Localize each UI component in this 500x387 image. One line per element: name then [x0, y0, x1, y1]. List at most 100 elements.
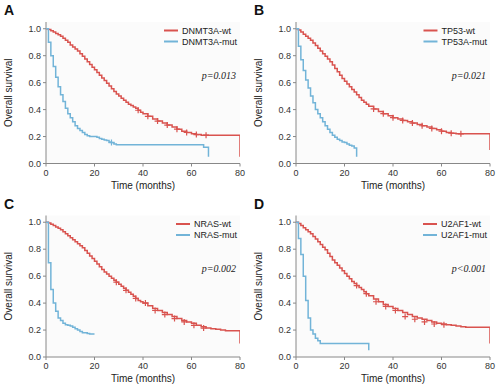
x-tick [191, 357, 192, 360]
x-tick-label: 40 [138, 361, 148, 371]
x-tick-label: 20 [339, 361, 349, 371]
legend-label: TP53A-mut [441, 37, 487, 47]
x-axis-label: Time (months) [361, 180, 425, 191]
y-tick [43, 82, 46, 83]
y-tick-label: 0.8 [278, 51, 291, 61]
survival-curve [46, 29, 208, 157]
survival-curve [296, 29, 357, 157]
y-tick [43, 109, 46, 110]
y-tick-label: 0.6 [28, 78, 41, 88]
y-tick [293, 28, 296, 29]
y-tick-label: 1.0 [28, 217, 41, 227]
x-tick-label: 0 [293, 361, 298, 371]
censor-mark [172, 316, 178, 322]
y-tick-label: 0.8 [28, 51, 41, 61]
y-tick-label: 0.0 [278, 159, 291, 169]
x-tick-label: 60 [436, 361, 446, 371]
y-axis-label: Overall survival [3, 252, 14, 320]
legend-swatch [164, 41, 178, 43]
censor-mark [164, 122, 170, 128]
survival-curve [46, 222, 95, 334]
y-tick-label: 0.4 [278, 298, 291, 308]
y-tick-label: 0.8 [28, 244, 41, 254]
y-tick [293, 303, 296, 304]
x-tick-label: 0 [43, 361, 48, 371]
y-axis-line [296, 22, 297, 164]
x-tick-label: 80 [485, 168, 495, 178]
x-tick [240, 164, 241, 167]
chart-root: 0 20 40 60 80 0.0 0.2 0.4 0.6 0.8 1.0 Time (months)… [0, 0, 500, 387]
plot-area [296, 22, 490, 164]
y-tick-label: 0.2 [28, 132, 41, 142]
legend-swatch [176, 234, 190, 236]
censor-mark [400, 117, 406, 123]
legend-label: DNMT3A-mut [182, 37, 238, 47]
y-tick-label: 0.4 [28, 105, 41, 115]
panel-label: A [4, 2, 14, 18]
x-tick [143, 164, 144, 167]
censor-mark [383, 303, 389, 309]
x-tick-label: 20 [89, 361, 99, 371]
y-tick [293, 276, 296, 277]
censor-mark [419, 123, 425, 129]
censor-mark [152, 308, 158, 314]
legend: DNMT3A-wtDNMT3A-mut [164, 26, 238, 47]
data-group [296, 29, 490, 157]
censor-mark [135, 107, 141, 113]
x-tick [490, 164, 491, 167]
censor-mark [392, 308, 398, 314]
y-tick-label: 0.6 [278, 78, 291, 88]
y-axis-line [296, 216, 297, 358]
censor-mark [174, 126, 180, 132]
x-tick-label: 80 [485, 361, 495, 371]
y-tick-label: 0.0 [278, 352, 291, 362]
censor-mark [123, 287, 129, 293]
survival-curve [46, 29, 240, 157]
survival-curve [46, 222, 240, 343]
x-tick [344, 357, 345, 360]
censor-mark [155, 118, 161, 124]
censor-mark [363, 291, 369, 297]
y-tick-label: 1.0 [28, 24, 41, 34]
censor-mark [429, 125, 435, 131]
y-tick [293, 136, 296, 137]
y-axis-line [46, 22, 47, 164]
x-tick [191, 164, 192, 167]
x-tick-label: 40 [138, 168, 148, 178]
legend-swatch [423, 234, 437, 236]
y-tick-label: 0.0 [28, 352, 41, 362]
x-tick-label: 0 [43, 168, 48, 178]
legend-label: U2AF1-wt [441, 219, 482, 229]
y-tick [293, 82, 296, 83]
censor-mark [371, 106, 377, 112]
legend-swatch [423, 41, 437, 43]
y-tick [293, 55, 296, 56]
x-tick [441, 164, 442, 167]
y-tick [43, 249, 46, 250]
censor-mark [108, 140, 114, 146]
censor-mark [113, 279, 119, 285]
censor-mark [431, 321, 437, 327]
y-axis-label: Overall survival [253, 252, 264, 320]
x-tick [94, 164, 95, 167]
y-tick [43, 136, 46, 137]
p-value: p=0.002 [201, 263, 236, 274]
x-tick [344, 164, 345, 167]
censor-mark [142, 300, 148, 306]
x-tick [240, 357, 241, 360]
y-tick-label: 0.4 [278, 105, 291, 115]
censor-mark [458, 131, 464, 137]
y-tick-label: 0.6 [28, 271, 41, 281]
censor-mark [184, 130, 190, 136]
x-tick-label: 60 [186, 361, 196, 371]
y-tick [293, 222, 296, 223]
censor-mark [390, 115, 396, 121]
panel-label: D [254, 196, 264, 212]
y-tick-label: 0.6 [278, 271, 291, 281]
censor-mark [133, 295, 139, 301]
p-value: p=0.021 [451, 70, 486, 81]
y-tick [293, 249, 296, 250]
data-group [46, 29, 240, 157]
legend: U2AF1-wtU2AF1-mut [423, 219, 488, 240]
legend-swatch [423, 223, 437, 225]
